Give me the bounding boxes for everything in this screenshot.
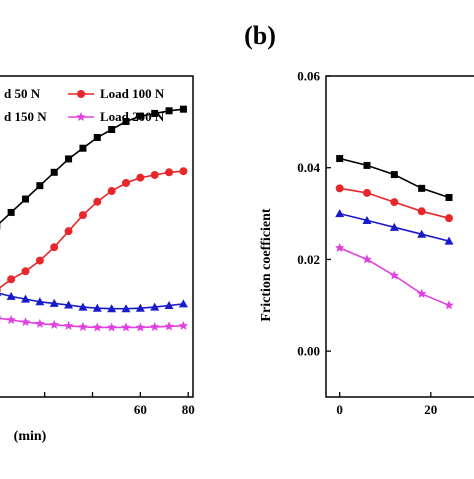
data-point	[79, 211, 87, 219]
data-point	[336, 155, 343, 162]
data-point	[151, 171, 159, 179]
data-point	[418, 185, 425, 192]
data-point	[21, 317, 31, 326]
data-point	[445, 214, 453, 222]
data-point	[164, 321, 174, 330]
legend-marker	[77, 90, 85, 98]
y-tick-label: 0.02	[297, 252, 320, 267]
series-load-50-n	[0, 106, 187, 230]
data-point	[444, 300, 454, 309]
data-point	[179, 321, 189, 330]
data-point	[64, 321, 74, 330]
y-tick-label: 0.06	[297, 69, 320, 84]
data-point	[50, 243, 58, 251]
plot-frame	[326, 76, 474, 397]
data-point	[108, 187, 116, 195]
data-point	[335, 209, 344, 217]
right-chart: 0 20 0.00 0.02 0.04 0.06 Friction coefficient	[259, 69, 474, 418]
data-point	[364, 162, 371, 169]
data-point	[446, 194, 453, 201]
y-tick-label: 0.00	[297, 344, 320, 359]
legend-marker	[76, 112, 86, 121]
data-point	[22, 267, 30, 275]
data-point	[36, 257, 44, 265]
data-point	[336, 184, 344, 192]
data-point	[93, 198, 101, 206]
legend-label: Load 200 N	[100, 109, 165, 124]
legend-label: d 50 N	[4, 86, 41, 101]
data-point	[121, 322, 131, 331]
data-point	[180, 106, 187, 113]
data-point	[8, 209, 15, 216]
legend: d 50 N Load 100 N d 150 N Load 200 N	[4, 86, 165, 124]
series-line	[0, 109, 183, 226]
data-point	[94, 134, 101, 141]
x-axis-label: (min)	[14, 429, 47, 444]
legend-label: Load 100 N	[100, 86, 165, 101]
data-point	[51, 169, 58, 176]
data-point	[418, 207, 426, 215]
data-point	[6, 315, 16, 324]
plot-frame	[0, 76, 193, 397]
data-point	[65, 227, 73, 235]
series-load-100-n	[0, 167, 187, 294]
data-point	[390, 198, 398, 206]
series-load-150-n	[0, 288, 188, 312]
series-load-50-n	[336, 155, 452, 201]
data-point	[122, 179, 130, 187]
data-point	[179, 167, 187, 175]
data-point	[136, 322, 146, 331]
data-point	[0, 313, 2, 322]
x-tick-label: 0	[336, 402, 343, 417]
data-point	[179, 299, 188, 307]
data-point	[49, 320, 59, 329]
data-point	[108, 126, 115, 133]
data-point	[363, 189, 371, 197]
data-point	[7, 275, 15, 283]
data-point	[166, 107, 173, 114]
data-point	[107, 322, 117, 331]
data-point	[78, 322, 88, 331]
data-point	[136, 174, 144, 182]
x-tick-label: 80	[182, 402, 195, 417]
data-point	[79, 145, 86, 152]
series-load-200-n	[0, 313, 188, 332]
x-tick-label: 20	[424, 402, 437, 417]
legend-label: d 150 N	[4, 109, 47, 124]
data-point	[391, 171, 398, 178]
data-point	[35, 319, 45, 328]
data-point	[65, 155, 72, 162]
y-tick-label: 0.04	[297, 160, 320, 175]
x-tick-label: 60	[134, 402, 147, 417]
y-axis-label: Friction coefficient	[259, 208, 274, 321]
panel-label: (b)	[244, 21, 276, 50]
data-point	[36, 182, 43, 189]
data-point	[165, 168, 173, 176]
data-point	[417, 289, 427, 298]
data-point	[150, 322, 160, 331]
data-point	[335, 243, 345, 252]
series-load-200-n	[335, 243, 454, 309]
data-point	[22, 196, 29, 203]
data-point	[93, 322, 103, 331]
